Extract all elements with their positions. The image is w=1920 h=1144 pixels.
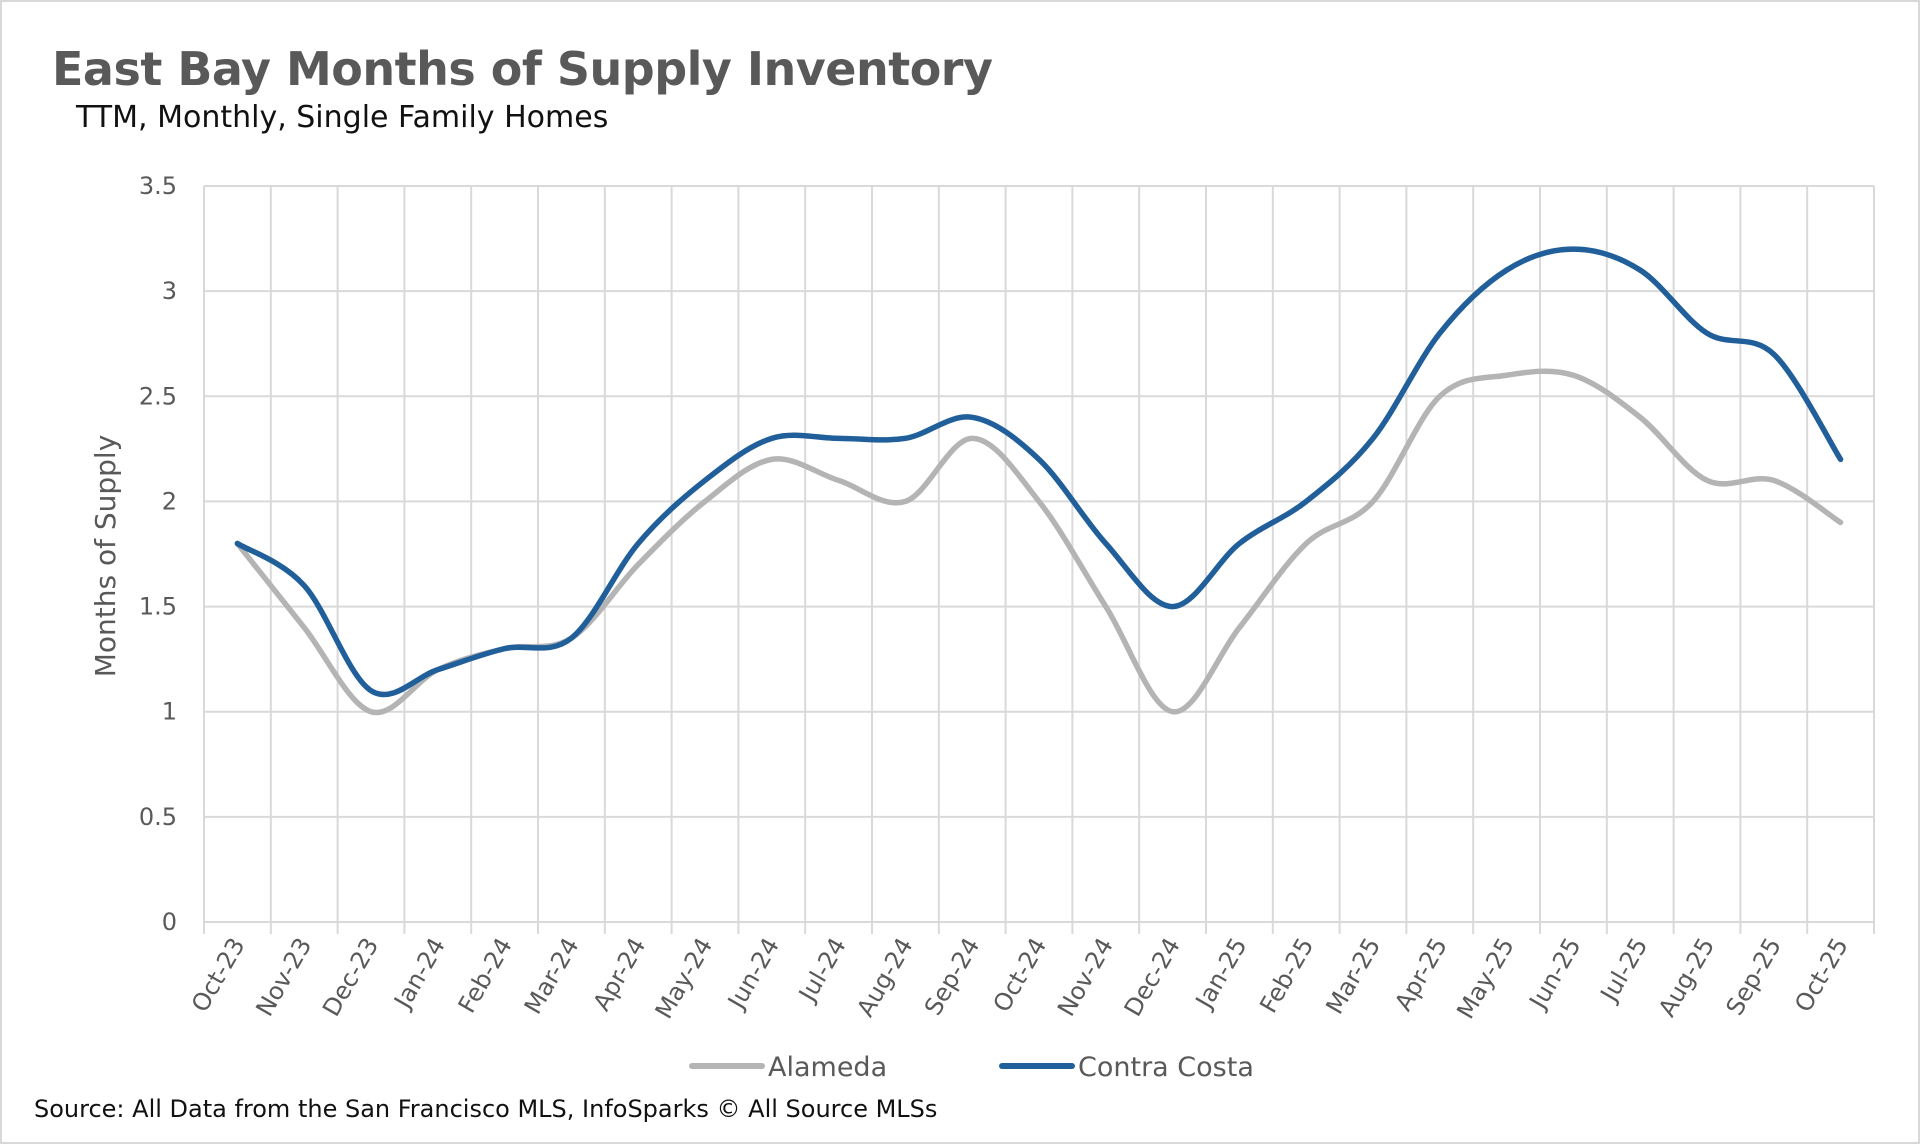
source-note: Source: All Data from the San Francisco … [34,1095,938,1123]
chart-title: East Bay Months of Supply Inventory [52,42,993,96]
chart-subtitle: TTM, Monthly, Single Family Homes [76,100,609,135]
y-tick-label: 0 [162,908,177,936]
x-tick-label: Apr-25 [1389,933,1453,1016]
y-axis-label: Months of Supply [89,435,122,678]
x-tick-label: Jan-25 [1189,933,1252,1015]
y-tick-label: 0.5 [139,803,177,831]
series-line-alameda [234,368,1844,716]
x-tick-label: Nov-24 [1052,933,1119,1021]
x-tick-label: Nov-23 [250,933,317,1021]
x-tick-label: Jan-24 [388,933,451,1015]
x-tick-label: Jun-25 [1523,933,1587,1015]
x-tick-label: Jun-24 [721,933,785,1015]
x-tick-label: Feb-25 [1254,933,1319,1018]
x-tick-label: Apr-24 [588,933,652,1016]
x-tick-label: Mar-25 [1320,933,1386,1019]
x-tick-label: Mar-24 [519,933,585,1019]
x-tick-label: Oct-23 [186,933,251,1017]
y-tick-label: 2 [162,487,177,515]
series-line-contra-costa [234,246,1844,698]
x-tick-label: Jul-25 [1594,933,1653,1008]
x-tick-label: May-25 [1451,933,1519,1024]
x-tick-label: Aug-24 [851,933,918,1022]
x-tick-label: Sep-25 [1721,933,1787,1020]
y-tick-label: 1.5 [139,593,177,621]
x-tick-label: Dec-24 [1119,933,1186,1021]
legend-label-contra-costa: Contra Costa [1078,1052,1254,1083]
y-tick-label: 3.5 [139,172,177,200]
x-tick-label: Oct-24 [988,933,1053,1017]
x-tick-label: Aug-25 [1653,933,1720,1022]
x-tick-label: Jul-24 [792,933,851,1008]
x-tick-label: May-24 [650,933,718,1024]
y-tick-label: 2.5 [139,382,177,410]
x-tick-label: Feb-24 [453,933,518,1018]
x-tick-label: Dec-23 [317,933,384,1021]
legend-label-alameda: Alameda [768,1052,887,1083]
x-tick-label: Sep-24 [919,933,985,1020]
y-tick-label: 3 [162,277,177,305]
x-tick-label: Oct-25 [1789,933,1854,1017]
y-tick-label: 1 [162,698,177,726]
